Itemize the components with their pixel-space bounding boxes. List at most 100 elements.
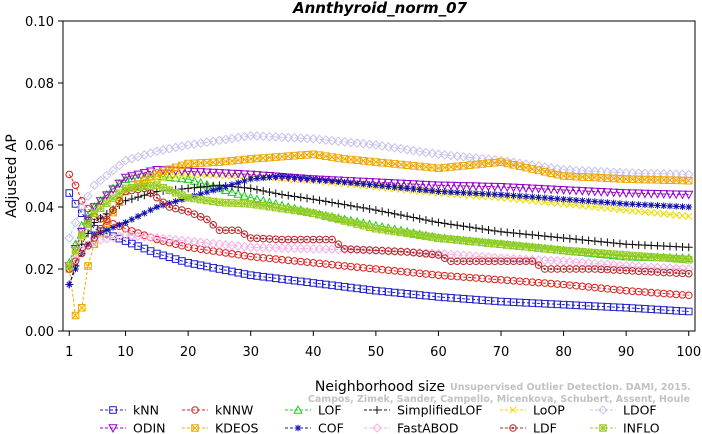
series-point bbox=[652, 168, 663, 179]
series-point bbox=[583, 187, 594, 197]
series-point bbox=[497, 257, 505, 266]
series-point bbox=[672, 203, 680, 210]
series-point bbox=[572, 201, 580, 209]
series-point bbox=[684, 307, 693, 316]
series-point bbox=[446, 181, 456, 191]
series-point bbox=[503, 228, 512, 237]
series-point bbox=[434, 234, 443, 242]
legend-marker bbox=[293, 405, 303, 414]
series-point bbox=[359, 203, 368, 212]
series-point bbox=[71, 246, 80, 255]
series-point bbox=[591, 248, 599, 257]
series-point bbox=[309, 175, 317, 183]
series-point bbox=[433, 149, 444, 160]
series-point bbox=[627, 189, 638, 199]
legend-label: SimplifiedLOF bbox=[397, 403, 483, 418]
series-point bbox=[170, 235, 181, 245]
y-tick-label: 0.10 bbox=[25, 15, 54, 30]
series-point bbox=[666, 202, 674, 210]
series-point bbox=[384, 226, 393, 235]
series-point bbox=[658, 169, 669, 179]
series-point bbox=[628, 251, 637, 260]
series-point bbox=[70, 254, 81, 265]
series-point bbox=[496, 183, 506, 192]
series-point bbox=[403, 185, 411, 192]
series-point bbox=[616, 250, 624, 259]
legend-label: COF bbox=[318, 421, 344, 434]
series-point bbox=[209, 221, 217, 229]
legend-label: ODIN bbox=[133, 421, 166, 434]
series-point bbox=[583, 258, 594, 268]
series-point bbox=[666, 268, 674, 277]
legend-label: LDF bbox=[533, 421, 557, 434]
series-point bbox=[116, 221, 123, 229]
series-knnw bbox=[65, 170, 693, 300]
series-point bbox=[159, 198, 167, 207]
series-point bbox=[146, 172, 155, 181]
series-point bbox=[134, 183, 142, 191]
series-point bbox=[140, 191, 149, 200]
series-point bbox=[197, 190, 204, 198]
series-point bbox=[72, 265, 79, 273]
series-point bbox=[541, 194, 549, 202]
series-point bbox=[127, 230, 137, 241]
series-point bbox=[259, 174, 267, 182]
series-point bbox=[347, 179, 355, 187]
series-point bbox=[340, 217, 349, 225]
series-point bbox=[421, 180, 431, 190]
series-point bbox=[321, 197, 330, 206]
series-point bbox=[277, 243, 287, 253]
series-point bbox=[120, 173, 131, 183]
series-point bbox=[459, 236, 468, 245]
series-point bbox=[371, 178, 381, 188]
legend-item-lof: LOF bbox=[285, 403, 342, 418]
series-point bbox=[397, 184, 405, 192]
series-point bbox=[103, 226, 111, 234]
legend-marker bbox=[509, 406, 517, 414]
legend-marker bbox=[372, 423, 382, 433]
series-point bbox=[184, 159, 192, 168]
series-point bbox=[96, 224, 105, 233]
series-point bbox=[353, 202, 362, 211]
series-point bbox=[514, 254, 525, 264]
series-point bbox=[178, 191, 186, 200]
series-point bbox=[220, 185, 231, 195]
series-point bbox=[264, 131, 275, 142]
series-point bbox=[666, 210, 674, 219]
series-point bbox=[183, 167, 193, 177]
series-point bbox=[397, 160, 405, 169]
x-tick-label: 1 bbox=[65, 345, 73, 360]
series-point bbox=[84, 220, 92, 228]
series-point bbox=[590, 187, 600, 197]
series-point bbox=[89, 180, 100, 191]
series-point bbox=[289, 133, 300, 143]
series-point bbox=[145, 232, 156, 243]
series-point bbox=[266, 173, 273, 181]
series-point bbox=[77, 303, 86, 312]
x-tick-label: 100 bbox=[676, 345, 701, 360]
series-point bbox=[258, 131, 269, 142]
series-point bbox=[133, 170, 143, 180]
credit-line-2: Campos, Zimek, Sander, Campello, Micenko… bbox=[308, 394, 690, 405]
series-point bbox=[684, 291, 693, 300]
x-tick-label: 40 bbox=[305, 345, 322, 360]
series-point bbox=[677, 169, 688, 180]
series-point bbox=[108, 165, 118, 176]
series-point bbox=[77, 209, 86, 217]
series-point bbox=[240, 155, 249, 164]
series-point bbox=[472, 237, 480, 246]
series-point bbox=[633, 189, 644, 199]
series-point bbox=[515, 183, 525, 193]
series-point bbox=[659, 268, 668, 277]
series-point bbox=[534, 261, 543, 269]
series-point bbox=[208, 238, 218, 249]
series-point bbox=[522, 230, 531, 239]
series-point bbox=[635, 207, 643, 215]
series-point bbox=[616, 200, 624, 207]
series-point bbox=[246, 234, 255, 242]
series-point bbox=[127, 173, 137, 183]
series-point bbox=[583, 166, 594, 176]
series-point bbox=[522, 163, 530, 172]
series-point bbox=[665, 169, 675, 179]
series-point bbox=[414, 146, 425, 157]
